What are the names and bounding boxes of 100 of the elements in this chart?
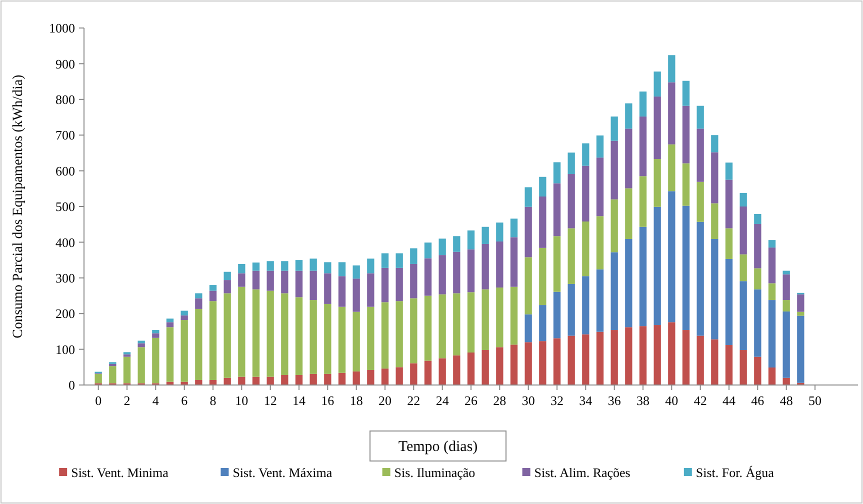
- bar: [252, 262, 260, 271]
- bar: [324, 304, 332, 374]
- bar: [582, 276, 590, 334]
- bar: [754, 289, 762, 357]
- bar: [438, 294, 446, 358]
- bar: [381, 253, 389, 268]
- bar: [668, 55, 676, 82]
- bar: [725, 345, 733, 385]
- bar: [281, 261, 288, 271]
- bar: [539, 196, 546, 248]
- bar: [654, 159, 661, 207]
- bar: [352, 265, 360, 279]
- bar: [582, 221, 590, 276]
- bar: [754, 224, 762, 268]
- x-tick-label: 22: [407, 393, 420, 408]
- bar: [338, 372, 346, 385]
- bar: [553, 162, 561, 184]
- bar: [410, 248, 418, 264]
- y-tick-label: 0: [68, 378, 75, 393]
- bar: [639, 226, 647, 326]
- x-tick-label: 38: [636, 393, 650, 408]
- x-tick-label: 26: [464, 393, 478, 408]
- bar: [138, 347, 145, 384]
- bar: [324, 273, 332, 304]
- bar: [338, 306, 346, 373]
- x-tick-label: 32: [550, 393, 564, 408]
- bar: [797, 316, 804, 383]
- x-tick-label: 18: [350, 393, 363, 408]
- bar: [467, 352, 475, 385]
- bar: [754, 356, 762, 385]
- bar: [768, 240, 776, 248]
- bar: [209, 301, 217, 380]
- bar: [424, 258, 432, 296]
- bar: [596, 158, 604, 216]
- bar: [281, 375, 288, 385]
- bar: [324, 262, 332, 274]
- legend-label: Sis. Iluminação: [394, 465, 476, 480]
- bar: [568, 152, 575, 174]
- bar: [453, 293, 460, 356]
- bar: [582, 143, 590, 166]
- bar: [396, 367, 403, 385]
- bar: [424, 242, 432, 258]
- bar: [654, 72, 661, 97]
- bar: [568, 174, 575, 228]
- bar: [625, 327, 632, 385]
- bar: [396, 301, 403, 368]
- bar: [195, 293, 202, 298]
- bar: [696, 182, 704, 222]
- legend-label: Sist. Vent. Máxima: [232, 465, 332, 480]
- bar: [596, 332, 604, 385]
- bar: [639, 92, 647, 117]
- bar: [310, 374, 317, 385]
- bar: [510, 286, 518, 345]
- x-tick-label: 16: [321, 393, 335, 408]
- bar: [539, 341, 546, 385]
- bar: [238, 264, 246, 274]
- bar: [610, 199, 618, 252]
- y-tick-label: 600: [56, 163, 75, 178]
- bar: [367, 306, 374, 370]
- bar: [496, 288, 504, 348]
- bar: [238, 376, 246, 385]
- bar: [180, 320, 188, 382]
- bar: [725, 180, 733, 228]
- bar: [668, 144, 676, 192]
- x-tick-label: 0: [95, 393, 102, 408]
- x-tick-label: 28: [493, 393, 506, 408]
- bar: [352, 312, 360, 372]
- bar: [482, 289, 489, 350]
- bar: [438, 358, 446, 385]
- bar: [138, 340, 145, 344]
- bar: [524, 206, 532, 258]
- y-tick-label: 800: [56, 92, 75, 107]
- bar: [138, 343, 145, 348]
- bar: [467, 292, 475, 353]
- x-tick-label: 36: [608, 393, 622, 408]
- x-tick-label: 4: [152, 393, 160, 408]
- bar: [496, 241, 504, 288]
- bar: [768, 248, 776, 284]
- bar: [123, 356, 131, 384]
- bar: [740, 192, 747, 206]
- bar: [266, 290, 274, 377]
- bar: [338, 276, 346, 307]
- bar: [754, 214, 762, 224]
- bar: [310, 300, 317, 374]
- bar: [482, 350, 489, 385]
- y-tick-label: 700: [56, 128, 75, 143]
- bar: [639, 326, 647, 385]
- bar: [381, 268, 389, 302]
- bar: [180, 310, 188, 316]
- bar: [195, 298, 202, 309]
- bar: [453, 252, 460, 294]
- bar: [539, 176, 546, 197]
- bar: [438, 255, 446, 294]
- bar: [166, 327, 174, 382]
- bar: [682, 206, 690, 330]
- y-tick-label: 200: [56, 306, 75, 322]
- bar: [310, 258, 317, 271]
- bar: [310, 270, 317, 300]
- bar: [496, 222, 504, 242]
- y-tick-label: 400: [56, 234, 75, 250]
